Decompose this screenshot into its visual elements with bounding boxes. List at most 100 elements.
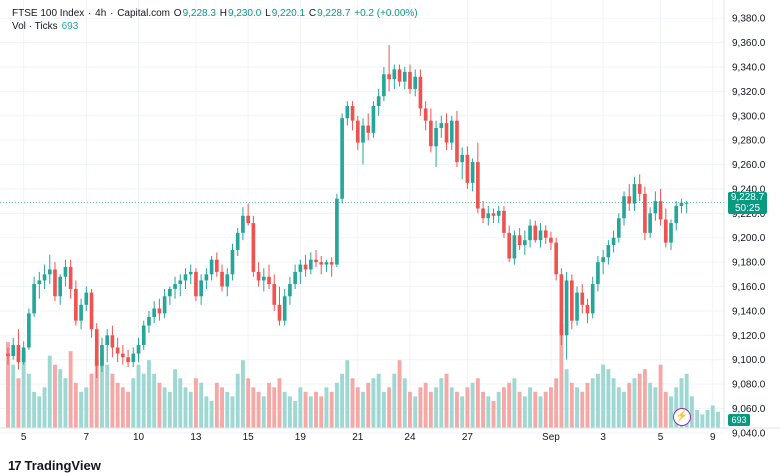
candle-body (89, 292, 94, 330)
candle-body (74, 288, 78, 321)
y-tick-label: 9,140.0 (732, 306, 766, 317)
candle-body (79, 304, 83, 321)
data-source: Capital.com (117, 8, 171, 19)
volume-bar (590, 378, 595, 428)
candle-body (658, 201, 663, 220)
candle (569, 274, 574, 330)
lightning-icon[interactable]: ⚡ (673, 408, 691, 426)
candle-body (554, 242, 558, 275)
volume-bar (199, 382, 204, 428)
x-tick-label: 19 (295, 432, 307, 443)
volume-bar (622, 391, 626, 428)
candle (68, 259, 73, 299)
volume-bar (272, 387, 277, 428)
candle-body (371, 106, 376, 133)
volume-bar (538, 396, 543, 428)
candle (663, 208, 668, 248)
candle (648, 207, 652, 238)
candle-body (53, 269, 57, 297)
candle (303, 254, 308, 277)
candle-body (533, 225, 538, 241)
candle-body (121, 353, 125, 358)
volume-legend[interactable]: Vol · Ticks 693 (12, 20, 78, 34)
candle (616, 213, 621, 243)
candle (470, 158, 475, 192)
volume-bar (162, 387, 167, 428)
candle-body (110, 335, 115, 348)
volume-bar (371, 378, 376, 428)
candle (496, 206, 501, 224)
volume-bar (131, 378, 136, 428)
candle-body (251, 223, 256, 272)
candle (460, 147, 465, 180)
volume-bar (705, 409, 710, 428)
volume-bar (522, 396, 527, 428)
candle-body (183, 274, 188, 281)
volume-bar (658, 364, 663, 428)
candle-body (308, 259, 313, 270)
candle (449, 115, 454, 150)
x-tick-label: 10 (133, 432, 145, 443)
volume-tag: 693 (728, 414, 750, 426)
volume-bar (105, 364, 110, 428)
y-tick-label: 9,220.0 (732, 209, 766, 220)
candle-body (188, 271, 193, 275)
x-tick-label: 5 (21, 432, 27, 443)
candle (162, 288, 167, 319)
candle (173, 276, 177, 299)
candle (455, 110, 459, 167)
candle-body (439, 123, 444, 128)
candle (528, 219, 532, 248)
candle-body (47, 269, 52, 275)
volume-bar (601, 364, 606, 428)
volume-bar (230, 396, 235, 428)
candle-body (42, 274, 47, 281)
volume-bar (507, 382, 512, 428)
candle (335, 193, 339, 268)
candle (606, 240, 611, 265)
candle (350, 101, 355, 131)
volume-bar (376, 373, 381, 428)
volume-bar (89, 373, 94, 428)
candle-body (408, 71, 412, 89)
candle (94, 323, 99, 378)
volume-bar (277, 378, 282, 428)
volume-bar (695, 409, 700, 428)
volume-bar (167, 391, 172, 428)
x-tick-label: 5 (658, 432, 664, 443)
candle-body (319, 262, 324, 265)
candle (538, 223, 543, 248)
tradingview-logo: 17 TradingView (8, 458, 101, 473)
volume-bar (486, 396, 491, 428)
candle-body (329, 262, 334, 265)
candle-body (277, 304, 282, 321)
close-value: 9,228.7 (317, 8, 351, 19)
volume-bar (6, 342, 10, 428)
candle-body (569, 280, 574, 321)
volume-bar (47, 355, 52, 428)
volume-bar (423, 382, 428, 428)
high-value: 9,230.0 (227, 8, 262, 19)
candle-body (136, 345, 141, 354)
candle-body (105, 335, 110, 346)
volume-bar (533, 391, 538, 428)
interval-label[interactable]: 4h (95, 8, 107, 19)
candle-body (293, 271, 297, 285)
candle-body (496, 210, 501, 216)
candle (105, 329, 110, 363)
candle-body (580, 292, 585, 305)
volume-bar (21, 351, 26, 428)
candle-body (590, 284, 595, 314)
y-tick-label: 9,200.0 (732, 233, 766, 244)
symbol-name[interactable]: FTSE 100 Index (12, 8, 85, 19)
y-tick-label: 9,380.0 (732, 14, 766, 25)
volume-bar (334, 382, 339, 428)
volume-bar (37, 396, 42, 428)
candle-body (632, 184, 637, 204)
candle-body (141, 325, 146, 346)
candle-body (303, 264, 308, 270)
candle-body (387, 74, 391, 80)
candle (429, 108, 433, 153)
candle-body (606, 245, 611, 258)
